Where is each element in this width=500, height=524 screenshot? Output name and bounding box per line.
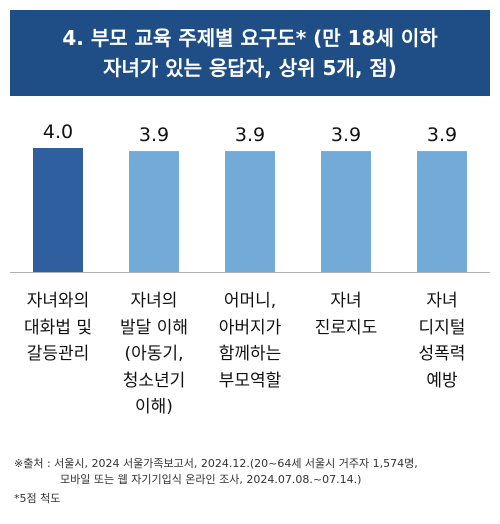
value-label-2: 3.9 [139,124,169,146]
category-label-3-line-2: 아버지가 [218,317,282,338]
chart-title-line-1: 4. 부모 교육 주제별 요구도* (만 18세 이하 [62,26,438,50]
category-label-1-line-3: 갈등관리 [26,344,90,364]
value-label-1: 4.0 [43,121,73,143]
category-label-4-line-2: 진로지도 [314,317,378,338]
category-label-5-line-1: 자녀 [426,291,458,311]
bar-3 [225,151,275,272]
category-label-1-line-1: 자녀와의 [26,291,90,311]
category-label-5-line-3: 성폭력 [418,344,466,364]
scale-footnote: *5점 척도 [14,492,61,505]
category-label-3-line-4: 부모역할 [218,370,282,391]
category-label-2-line-3: (아동기, [124,344,184,364]
category-label-4-line-1: 자녀 [330,291,362,311]
category-label-2-line-1: 자녀의 [130,291,178,311]
category-label-5-line-2: 디지털 [418,317,466,338]
bar-2 [129,151,179,272]
value-label-4: 3.9 [331,124,361,146]
category-label-2-line-2: 발달 이해 [120,317,188,338]
value-label-3: 3.9 [235,124,265,146]
chart-title-banner: 4. 부모 교육 주제별 요구도* (만 18세 이하 자녀가 있는 응답자, … [10,10,490,96]
source-footnote: ※출처 : 서울시, 2024 서울가족보고서, 2024.12.(20~64세… [14,457,418,470]
bar-1 [33,148,83,272]
category-label-1-line-2: 대화법 및 [24,317,92,338]
chart-title-line-2: 자녀가 있는 응답자, 상위 5개, 점) [103,56,397,80]
category-label-3-line-1: 어머니, [223,291,277,311]
bar-5 [417,151,467,272]
category-label-2-line-5: 이해) [135,397,173,417]
category-label-3-line-3: 함께하는 [218,344,282,364]
bar-chart: 4.0 3.9 3.9 3.9 3.9 [10,121,490,273]
bar-4 [321,151,371,272]
category-label-5-line-4: 예방 [426,370,458,391]
value-label-5: 3.9 [427,124,457,146]
source-footnote-continued: 모바일 또는 웹 자기기입식 온라인 조사, 2024.07.08.~07.14… [60,473,362,486]
category-label-2-line-4: 청소년기 [122,370,186,391]
